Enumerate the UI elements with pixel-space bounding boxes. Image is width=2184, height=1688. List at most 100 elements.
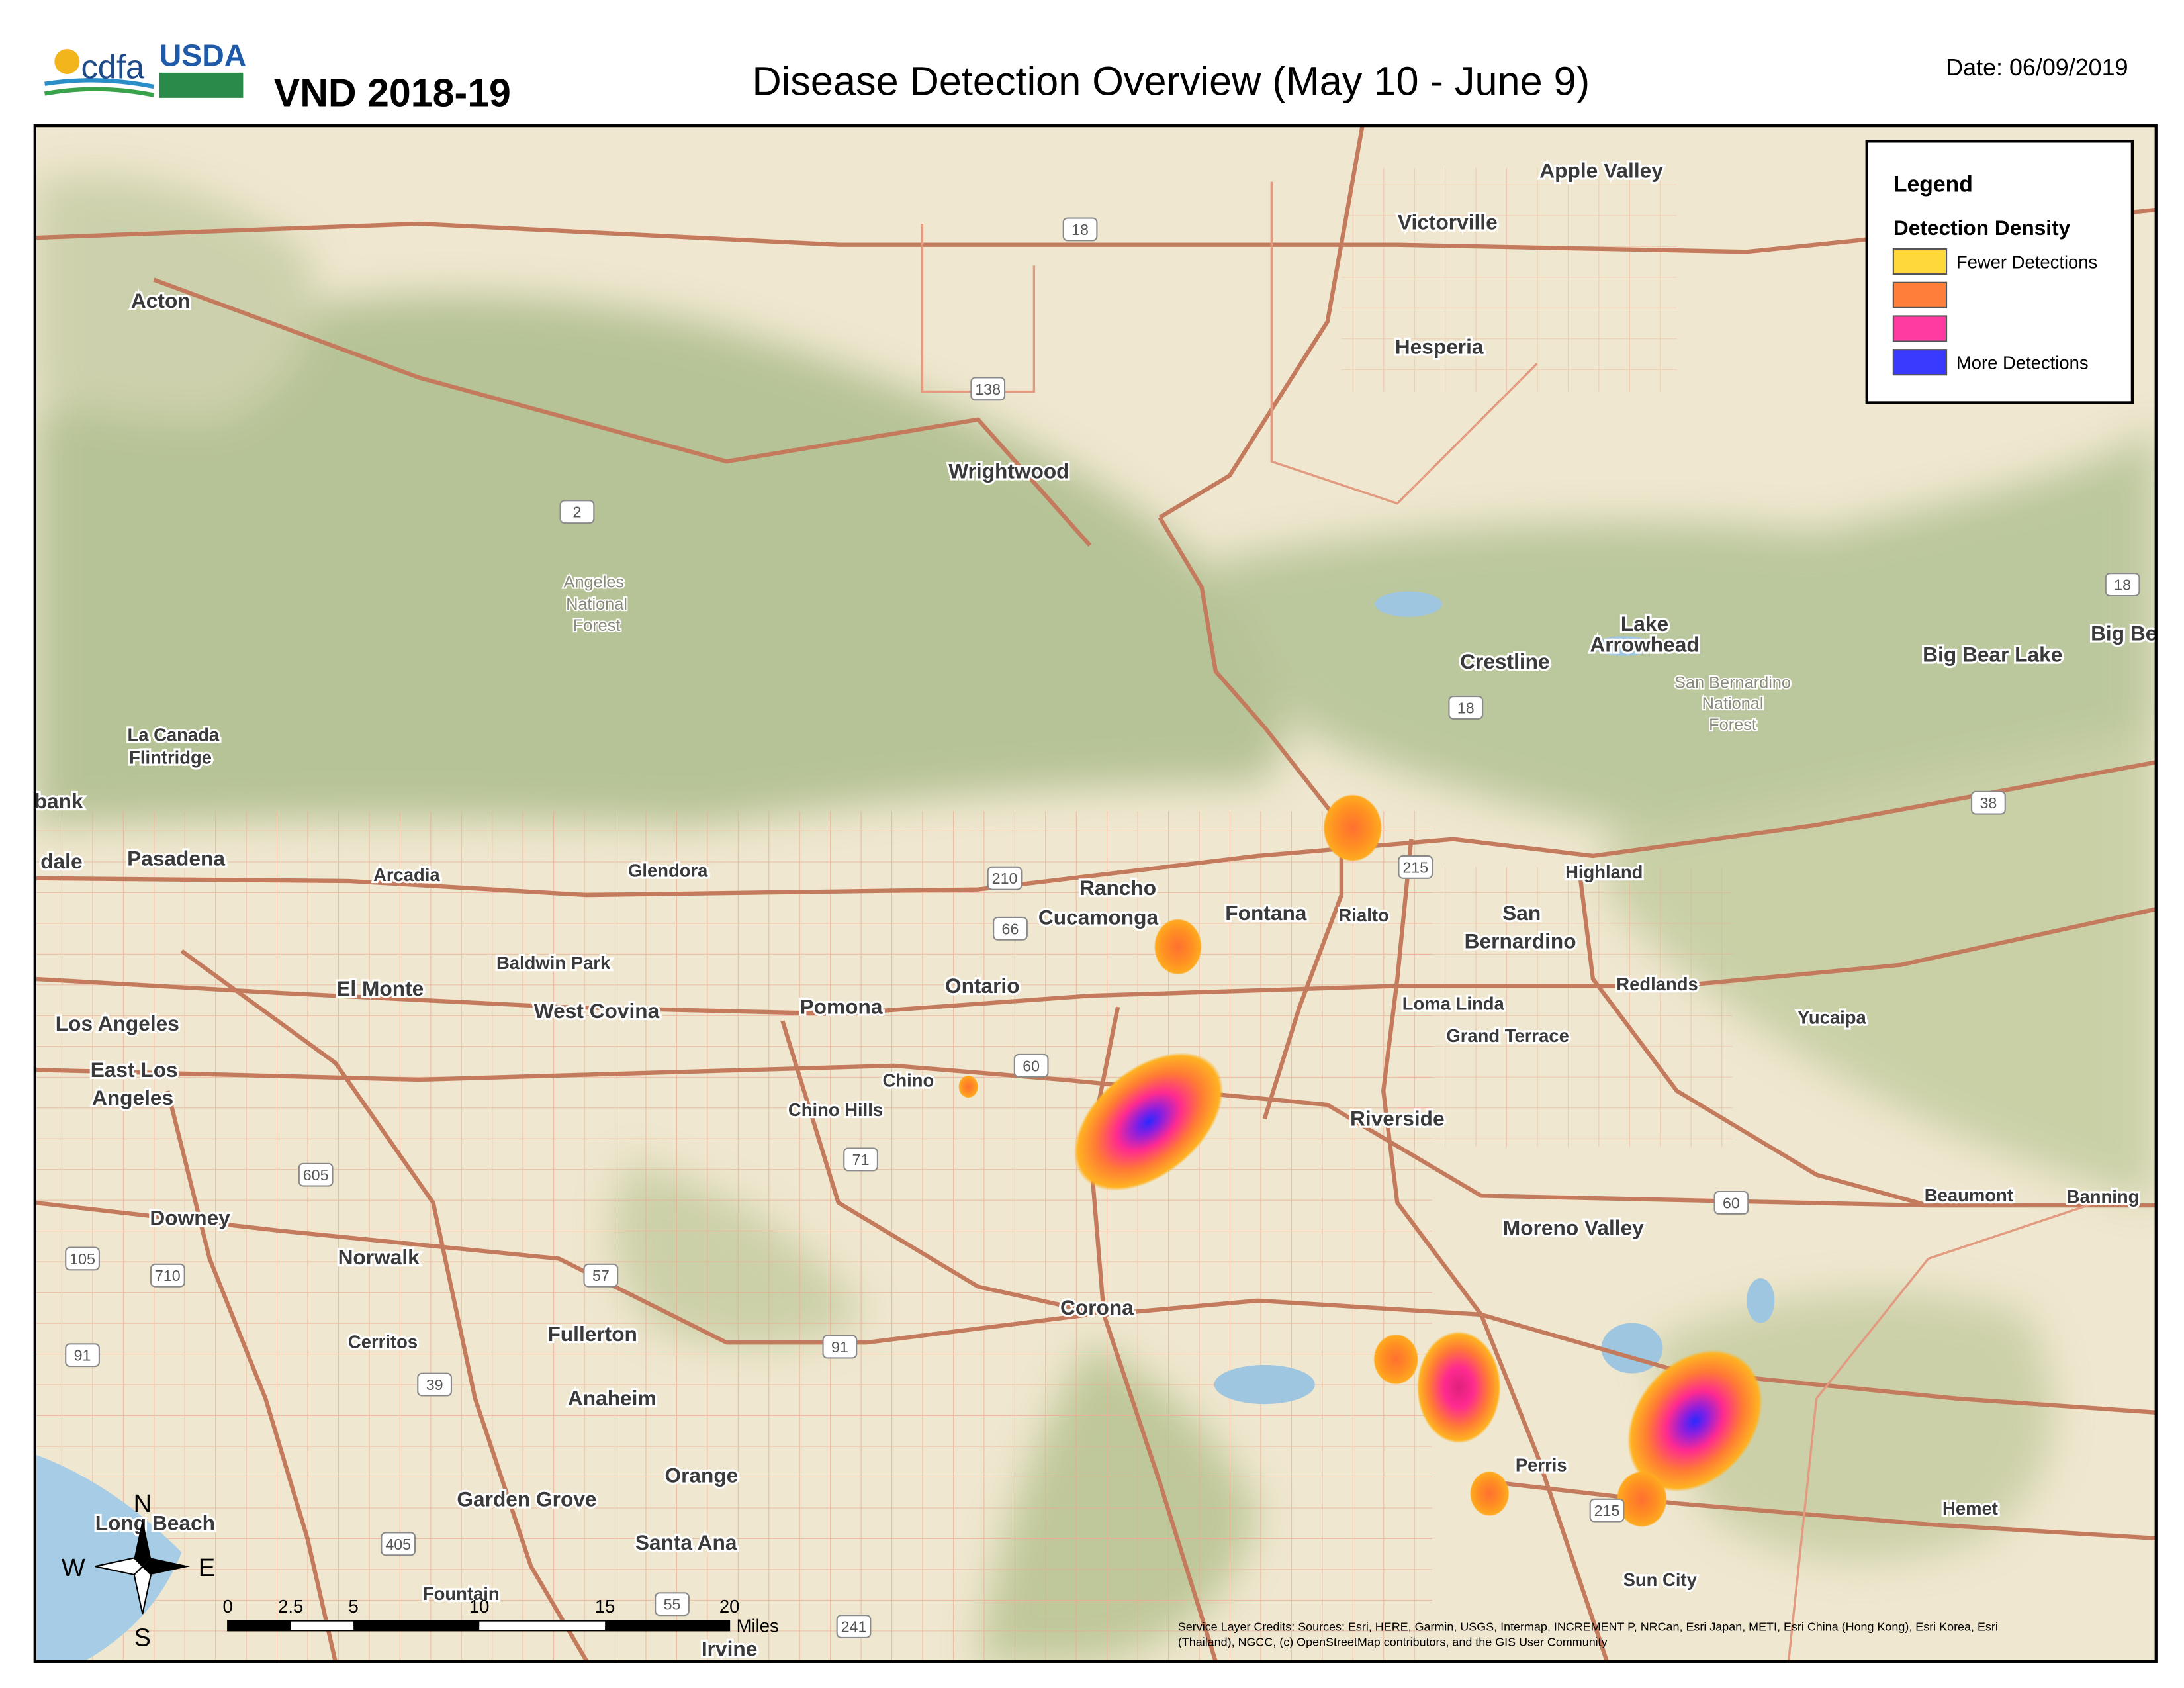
highway-shield [583, 1263, 619, 1288]
legend-label: Fewer Detections [1956, 252, 2097, 273]
highway-number: 91 [831, 1338, 848, 1356]
highway-shield [843, 1147, 878, 1172]
place-label: Hesperia [1395, 334, 1484, 358]
highway-number: 18 [2114, 577, 2131, 594]
legend-swatch [1892, 248, 1948, 275]
credits: Service Layer Credits: Sources: Esri, HE… [1178, 1620, 1998, 1633]
place-label: Flintridge [129, 747, 212, 768]
place-label: Grand Terrace [1446, 1025, 1569, 1046]
highway-number: 2 [573, 504, 582, 521]
hotspot [1073, 1053, 1224, 1191]
highway-shield [2105, 573, 2140, 597]
place-label: Fontana [1225, 901, 1307, 925]
highway-shield [298, 1162, 334, 1187]
place-label: Hemet [1942, 1498, 1998, 1519]
place-label: Pasadena [127, 847, 225, 870]
place-label: Acton [131, 289, 191, 312]
highway-number: 38 [1980, 794, 1997, 812]
scale-bar-label: 5 [349, 1596, 359, 1617]
place-label: Orange [664, 1463, 738, 1487]
compass-label: E [199, 1554, 215, 1582]
highway-shield [559, 500, 595, 524]
place-label: Big Be [2091, 622, 2157, 645]
place-label: Corona [1060, 1295, 1134, 1319]
highway-number: 91 [74, 1347, 91, 1364]
highway-shield [381, 1532, 416, 1556]
legend: Legend Detection Density Fewer Detection… [1865, 140, 2134, 404]
place-label: Perris [1516, 1455, 1567, 1476]
highway-shield [417, 1372, 453, 1397]
place-label: Santa Ana [635, 1530, 737, 1554]
place-label: Baldwin Park [496, 953, 611, 973]
hotspot [1616, 1471, 1667, 1528]
hotspot [1416, 1331, 1501, 1444]
highway-number: 215 [1402, 859, 1428, 876]
place-label: bank [34, 789, 83, 813]
scale-bar-unit: Miles [737, 1615, 779, 1636]
place-label: Cucamonga [1038, 905, 1159, 929]
place-label: Norwalk [338, 1245, 420, 1269]
highway-number: 18 [1457, 699, 1475, 716]
highway-shield [1448, 696, 1484, 720]
scale-bar-segment [605, 1625, 730, 1631]
legend-swatch [1892, 349, 1948, 376]
compass-label: W [62, 1554, 85, 1582]
highway-shield [993, 916, 1028, 941]
highway-shield [65, 1343, 100, 1368]
highway-shield [655, 1592, 690, 1617]
place-label: El Monte [336, 976, 424, 1000]
highway-number: 215 [1594, 1502, 1620, 1519]
highway-number: 138 [975, 381, 1001, 398]
place-label: Apple Valley [1539, 158, 1663, 182]
program-title: VND 2018-19 [274, 71, 511, 115]
place-label: Bernardino [1465, 929, 1576, 953]
legend-swatch [1892, 281, 1948, 308]
compass-label: N [134, 1490, 152, 1518]
scale-bar-label: 10 [469, 1596, 490, 1617]
place-label: Redlands [1616, 974, 1698, 994]
place-label: Wrightwood [948, 459, 1069, 483]
place-label: Banning [2067, 1186, 2140, 1207]
place-labels: Apple Valley Victorville Acton Hesperia Wrig… [34, 156, 2157, 1662]
highway-shield [150, 1263, 185, 1288]
place-label: Anaheim [568, 1386, 657, 1410]
place-label: Pomona [800, 995, 883, 1019]
logo: cdfa USDA [44, 38, 247, 98]
hotspot [1154, 919, 1202, 975]
scale-bar-segment [228, 1620, 291, 1631]
place-label: Los Angeles [56, 1011, 179, 1035]
place-label: Moreno Valley [1503, 1215, 1644, 1239]
scale-bar-label: 20 [719, 1596, 740, 1617]
highway-number: 57 [592, 1267, 610, 1284]
highway-shield [836, 1615, 872, 1638]
place-label: Yucaipa [1797, 1007, 1866, 1027]
place-label: San Bernardino [1674, 673, 1791, 692]
place-label: Chino [883, 1070, 934, 1091]
highway-shield [1713, 1190, 1749, 1215]
compass-label: S [134, 1624, 151, 1652]
highway-shield [987, 866, 1023, 890]
place-label: Long Beach [95, 1511, 215, 1534]
map-date: Date: 06/09/2019 [1946, 54, 2128, 81]
highway-shield [822, 1335, 858, 1359]
place-label: Victorville [1398, 210, 1498, 234]
scale-bar-label: 0 [223, 1596, 233, 1617]
place-label: Crestline [1460, 649, 1550, 673]
logo-text: USDA [159, 38, 247, 72]
place-label: East Los [91, 1058, 178, 1082]
highway-shield [1013, 1053, 1049, 1078]
hotspot [1627, 1350, 1762, 1492]
place-label: Riverside [1350, 1107, 1445, 1131]
scale-bar-label: 2.5 [278, 1596, 303, 1617]
place-label: Fountain [423, 1583, 500, 1604]
place-label: Highland [1565, 862, 1643, 882]
place-label: La Canada [127, 725, 219, 745]
place-label: dale [40, 849, 82, 873]
place-label: Fullerton [547, 1322, 637, 1346]
logo-text: cdfa [81, 48, 145, 85]
place-label: Downey [150, 1206, 230, 1230]
map-frame [33, 124, 2158, 1663]
place-label: Big Bear Lake [1923, 642, 2062, 666]
